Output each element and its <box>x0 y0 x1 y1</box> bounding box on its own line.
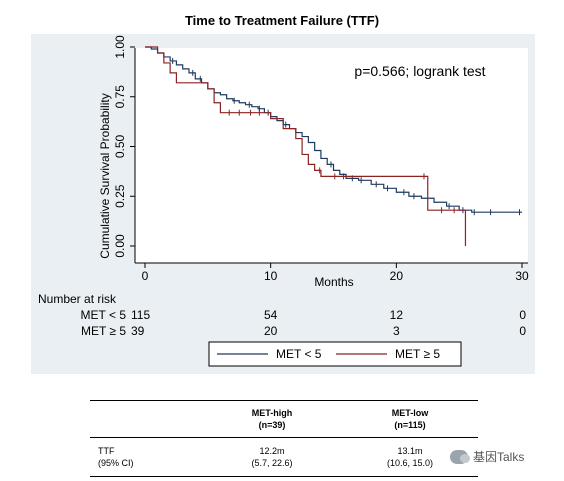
watermark-text: 基因Talks <box>473 450 525 464</box>
chart-title: Time to Treatment Failure (TTF) <box>184 13 380 28</box>
risk-value: 0 <box>519 324 526 338</box>
x-tick-label: 30 <box>515 269 529 283</box>
y-axis-label: Cumulative Survival Probability <box>98 93 112 258</box>
y-tick-label: 0.75 <box>113 85 127 109</box>
chart-panel: 0.00 0.25 0.50 0.75 1.00 0 10 20 30 p=0.566; log… <box>31 34 535 374</box>
row-label: TTF (95% CI) <box>98 446 134 468</box>
y-tick-label: 0.00 <box>113 234 127 258</box>
km-curve-met-low <box>145 46 522 213</box>
risk-row-label: MET < 5 <box>81 308 127 322</box>
y-tick-label: 1.00 <box>113 35 127 59</box>
x-tick-label: 20 <box>390 269 404 283</box>
header-met-low: MET-low (n=115) <box>391 408 429 430</box>
x-tick-label: 0 <box>142 269 149 283</box>
header-met-high: MET-high (n=39) <box>251 408 293 430</box>
summary-row-ttf: TTF (95% CI) 12.2m (5.7, 22.6) 13.1m (10… <box>90 438 478 476</box>
logrank-annotation: p=0.566; logrank test <box>354 63 485 79</box>
y-tick-label: 0.50 <box>113 134 127 158</box>
summary-table: MET-high (n=39) MET-low (n=115) TTF (95%… <box>90 400 478 477</box>
risk-row-label: MET ≥ 5 <box>81 324 126 338</box>
risk-value: 54 <box>264 308 278 322</box>
risk-value: 115 <box>131 308 150 322</box>
watermark: 基因Talks <box>450 448 524 465</box>
plot-area <box>135 48 528 263</box>
risk-value: 12 <box>390 308 404 322</box>
wechat-icon <box>450 449 470 464</box>
risk-table-title: Number at risk <box>38 292 117 306</box>
x-axis-label: Months <box>314 275 353 289</box>
y-tick-label: 0.25 <box>113 184 127 208</box>
cell-met-high: 12.2m (5.7, 22.6) <box>251 446 293 468</box>
summary-header-row: MET-high (n=39) MET-low (n=115) <box>90 401 478 438</box>
x-tick-label: 10 <box>264 269 278 283</box>
risk-value: 39 <box>131 324 145 338</box>
km-chart: 0.000.250.500.751.000 10 20 30 p=0.566; log… <box>38 35 529 367</box>
legend-label: MET < 5 <box>276 347 322 361</box>
legend-label: MET ≥ 5 <box>395 347 440 361</box>
cell-met-low: 13.1m (10.6, 15.0) <box>386 446 434 468</box>
risk-value: 20 <box>264 324 278 338</box>
risk-value: 0 <box>519 308 526 322</box>
risk-value: 3 <box>393 324 400 338</box>
legend: MET < 5 MET ≥ 5 <box>208 341 462 367</box>
km-curve-met-high <box>145 46 467 246</box>
